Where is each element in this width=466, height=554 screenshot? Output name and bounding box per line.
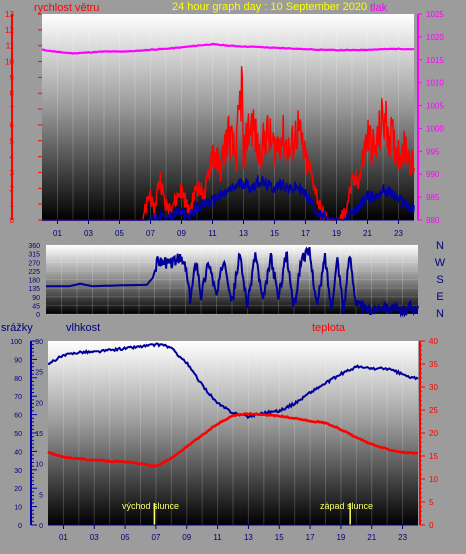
pressure-axis-label: 1010 [426,79,444,88]
temperature-axis-label: 30 [429,383,438,392]
direction-axis-label: 270 [28,260,40,267]
direction-axis-label: 315 [28,252,40,259]
wind-x-axis-label: 05 [115,229,124,238]
rain-label: srážky [1,322,33,334]
compass-n-top: N [436,240,444,252]
humidity-axis-label: 0 [18,523,22,530]
pressure-axis-label: 990 [426,170,440,179]
wind-x-axis-label: 09 [177,229,186,238]
temperature-axis-label: 40 [429,337,438,346]
wind-x-axis-label: 19 [332,229,341,238]
temperature-axis-label: 0 [429,521,434,530]
bottom-x-axis-label: 07 [151,533,160,542]
bottom-x-axis-label: 15 [275,533,284,542]
wind-x-axis-label: 23 [394,229,403,238]
wind-x-axis-label: 13 [239,229,248,238]
bottom-x-axis-label: 09 [182,533,191,542]
temperature-axis-label: 15 [429,452,438,461]
bottom-x-axis-label: 21 [367,533,376,542]
pressure-axis-label: 985 [426,193,440,202]
compass-s: S [436,274,443,286]
direction-axis-label: 180 [28,278,40,285]
pressure-axis-label: 995 [426,147,440,156]
wind-axis-label: 0 [10,216,15,225]
direction-axis-label: 0 [36,312,40,319]
humidity-axis-label: 100 [10,339,22,346]
humidity-mid-axis-label: 10 [35,462,43,469]
wind-x-axis-label: 15 [270,229,279,238]
humidity-axis-label: 90 [14,357,22,364]
wind-speed-label: rychlost větru [34,2,99,14]
wind-x-axis-label: 03 [84,229,93,238]
pressure-axis-label: 1015 [426,56,444,65]
pressure-axis-label: 1005 [426,102,444,111]
wind-x-axis-label: 07 [146,229,155,238]
direction-axis-label: 90 [32,295,40,302]
bottom-x-axis-label: 23 [398,533,407,542]
compass-e: E [436,291,443,303]
pressure-axis-label: 1025 [426,10,444,19]
humidity-mid-axis-label: 0 [39,523,43,530]
temperature-axis-label: 25 [429,406,438,415]
wind-x-axis-label: 01 [53,229,62,238]
humidity-axis-label: 60 [14,413,22,420]
bottom-x-axis-label: 03 [90,533,99,542]
temperature-label: teplota [312,322,346,334]
direction-axis-label: 225 [28,269,40,276]
chart-title: 24 hour graph day : 10 September 2020 [172,1,367,13]
bottom-plot-area [48,341,418,525]
pressure-axis-label: 1020 [426,33,444,42]
temperature-axis-label: 10 [429,475,438,484]
wind-x-axis-label: 17 [301,229,310,238]
temperature-axis-label: 20 [429,429,438,438]
humidity-line [47,342,419,419]
humidity-mid-axis-label: 5 [39,492,43,499]
humidity-mid-axis-label: 15 [35,431,43,438]
humidity-axis-label: 80 [14,376,22,383]
bottom-x-axis-label: 13 [244,533,253,542]
humidity-mid-axis-label: 30 [35,339,43,346]
humidity-axis-label: 20 [14,486,22,493]
pressure-axis-label: 980 [426,216,440,225]
pressure-label: tlak [370,2,388,14]
bottom-x-axis-label: 01 [59,533,68,542]
bottom-x-axis-label: 05 [121,533,130,542]
wind-axis-label: 13 [5,10,14,19]
wind-axis-label: 10 [5,58,14,67]
wind-axis-label: 12 [5,26,14,35]
humidity-mid-axis-label: 20 [35,400,43,407]
humidity-axis-label: 50 [14,431,22,438]
bottom-x-axis-label: 19 [336,533,345,542]
bottom-x-axis-label: 11 [213,533,222,542]
humidity-label: vlhkost [66,322,100,334]
temperature-axis-label: 35 [429,360,438,369]
wind-axis-label: 11 [6,42,15,51]
sunrise-label: východ slunce [122,501,179,511]
direction-axis-label: 45 [32,303,40,310]
direction-axis-label: 135 [28,286,40,293]
humidity-axis-label: 30 [14,468,22,475]
compass-w: W [435,257,446,269]
pressure-line [41,42,415,55]
wind-direction-line [46,246,419,318]
compass-n-bottom: N [436,308,444,320]
bottom-x-axis-label: 17 [306,533,315,542]
humidity-axis-label: 70 [14,394,22,401]
temperature-axis-label: 5 [429,498,434,507]
sunset-label: západ slunce [320,501,373,511]
humidity-axis-label: 10 [14,505,22,512]
humidity-mid-axis-label: 25 [35,370,43,377]
temperature-line [47,411,419,468]
wind-x-axis-label: 11 [208,229,217,238]
pressure-axis-label: 1000 [426,124,444,133]
wind-x-axis-label: 21 [363,229,372,238]
humidity-axis-label: 40 [14,449,22,456]
direction-axis-label: 360 [28,243,40,250]
